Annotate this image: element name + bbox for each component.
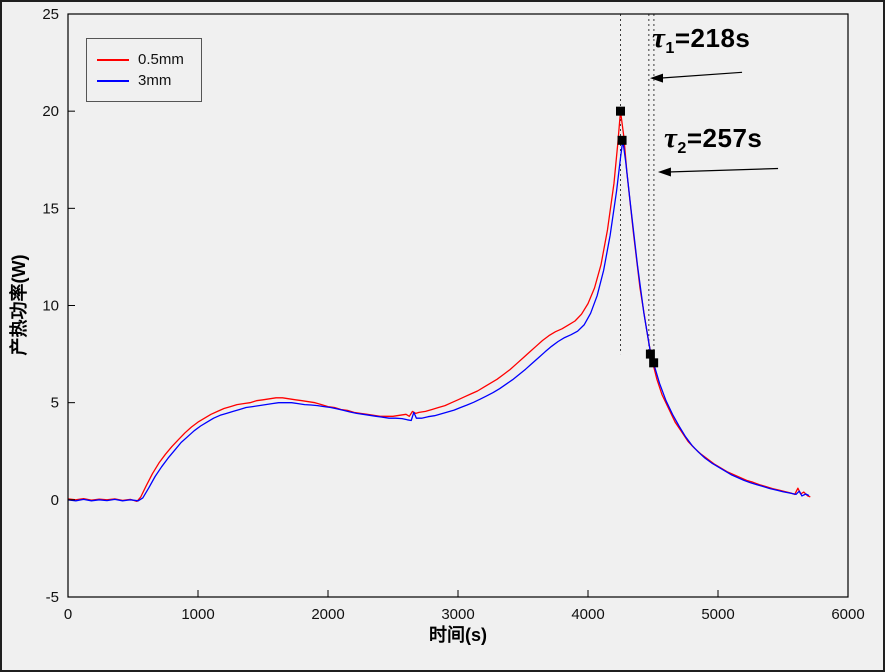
x-tick-label: 1000	[181, 606, 214, 623]
arrow-line-1	[667, 167, 779, 173]
y-axis-label: 产热功率(W)	[8, 255, 29, 356]
tau-subscript: 1	[665, 39, 675, 58]
marker-square-1	[617, 135, 627, 145]
legend-label-3mm: 3mm	[138, 72, 172, 89]
plot-area	[68, 14, 848, 597]
y-tick-label: 25	[42, 6, 59, 23]
tau2-value: =257s	[686, 123, 763, 153]
tau-symbol: τ	[652, 22, 666, 54]
x-tick-label: 6000	[831, 606, 864, 623]
tau1-value: =218s	[674, 23, 751, 53]
annotation-tau2: τ2=257s	[664, 122, 762, 158]
y-tick-label: 0	[51, 492, 59, 509]
annotation-tau1: τ1=218s	[652, 22, 750, 58]
marker-square-3	[649, 358, 659, 368]
arrow-head-1	[657, 167, 671, 177]
y-tick-label: 5	[51, 395, 59, 412]
y-tick-label: 10	[42, 298, 59, 315]
x-tick-label: 2000	[311, 606, 344, 623]
legend-line-blue-icon	[97, 79, 129, 82]
x-tick-label: 5000	[701, 606, 734, 623]
marker-square-2	[645, 349, 655, 359]
tau-symbol: τ	[664, 122, 678, 154]
y-tick-label: -5	[46, 589, 59, 606]
tau-subscript: 2	[677, 139, 687, 158]
x-tick-label: 4000	[571, 606, 604, 623]
legend-line-red-icon	[97, 58, 129, 61]
x-axis-label: 时间(s)	[429, 625, 487, 645]
legend[interactable]: 0.5mm 3mm	[86, 38, 202, 102]
y-tick-label: 15	[42, 200, 59, 217]
arrow-head-0	[650, 73, 664, 83]
marker-square-0	[616, 106, 625, 116]
legend-label-0-5mm: 0.5mm	[138, 51, 184, 68]
x-tick-label: 0	[64, 606, 72, 623]
x-tick-label: 3000	[441, 606, 474, 623]
arrow-line-0	[659, 71, 743, 79]
series-line-3mm	[67, 139, 810, 502]
legend-item-3mm: 3mm	[97, 72, 191, 89]
legend-item-0-5mm: 0.5mm	[97, 51, 191, 68]
y-tick-label: 20	[42, 103, 59, 120]
